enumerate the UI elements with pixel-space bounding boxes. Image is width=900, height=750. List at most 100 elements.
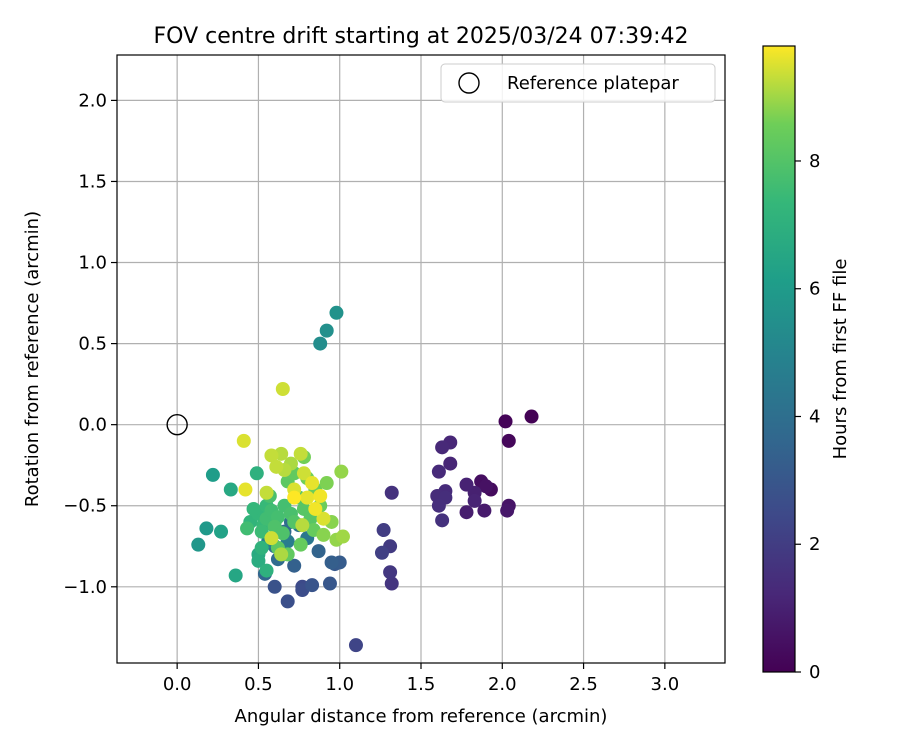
data-point — [191, 537, 206, 552]
x-tick-label: 0.5 — [244, 674, 273, 695]
data-point — [324, 555, 339, 570]
data-point — [316, 511, 331, 526]
colorbar-tick-label: 4 — [809, 406, 820, 427]
legend-marker-icon — [458, 72, 480, 94]
data-point — [300, 490, 315, 505]
data-point — [228, 568, 243, 583]
x-tick-label: 2.0 — [488, 674, 517, 695]
colorbar-ticks: 0 2 4 6 8 — [795, 151, 820, 683]
y-axis-ticks: −1.0 −0.5 0.0 0.5 1.0 1.5 2.0 — [63, 90, 117, 598]
y-tick-label: −1.0 — [63, 577, 107, 598]
data-point — [384, 485, 399, 500]
data-point — [293, 446, 308, 461]
data-point — [287, 558, 302, 573]
data-point — [477, 503, 492, 518]
legend-box — [440, 63, 716, 103]
data-point — [308, 501, 323, 516]
x-tick-label: 0.0 — [163, 674, 192, 695]
data-point — [238, 482, 253, 497]
reference-point-marker — [166, 413, 188, 436]
data-point — [246, 501, 261, 516]
data-point — [293, 537, 308, 552]
data-point — [275, 526, 290, 541]
data-point — [275, 381, 290, 396]
data-point — [435, 513, 450, 528]
data-point — [295, 518, 310, 533]
x-tick-label: 2.5 — [569, 674, 598, 695]
data-point — [313, 336, 328, 351]
data-point — [223, 482, 238, 497]
x-tick-label: 1.0 — [325, 674, 354, 695]
grid — [117, 55, 725, 663]
x-axis-label: Angular distance from reference (arcmin) — [235, 706, 608, 727]
colorbar-tick-label: 8 — [809, 151, 820, 172]
data-point — [305, 476, 320, 491]
y-axis-label: Rotation from reference (arcmin) — [22, 211, 43, 507]
data-point — [467, 493, 482, 508]
data-point — [264, 531, 279, 546]
y-tick-label: 1.5 — [78, 171, 107, 192]
chart-title: FOV centre drift starting at 2025/03/24 … — [154, 24, 689, 49]
x-tick-label: 3.0 — [651, 674, 680, 695]
colorbar: 0 2 4 6 8 Hours from first FF file — [762, 45, 851, 683]
data-point — [500, 503, 515, 518]
y-tick-label: 1.0 — [78, 253, 107, 274]
data-point — [348, 638, 363, 653]
data-point — [524, 409, 539, 424]
data-point — [264, 448, 279, 463]
colorbar-tick-label: 0 — [809, 662, 820, 683]
data-point — [431, 498, 446, 513]
y-tick-label: 0.5 — [78, 334, 107, 355]
data-point — [376, 523, 391, 538]
data-point — [435, 440, 450, 455]
data-point — [431, 464, 446, 479]
data-point — [249, 466, 264, 481]
data-point — [459, 477, 474, 492]
data-point — [443, 456, 458, 471]
colorbar-tick-label: 2 — [809, 534, 820, 555]
data-point — [322, 576, 337, 591]
data-point — [287, 490, 302, 505]
legend: Reference platepar — [440, 63, 716, 103]
data-points — [166, 305, 539, 653]
data-point — [383, 565, 398, 580]
data-point — [319, 323, 334, 338]
y-tick-label: 0.0 — [78, 415, 107, 436]
data-point — [305, 578, 320, 593]
colorbar-label: Hours from first FF file — [830, 259, 851, 460]
data-point — [501, 433, 516, 448]
data-point — [280, 594, 295, 609]
data-point — [479, 479, 494, 494]
data-point — [319, 476, 334, 491]
data-point — [274, 547, 289, 562]
data-point — [316, 527, 331, 542]
data-point — [254, 540, 269, 555]
y-tick-label: −0.5 — [63, 496, 107, 517]
data-point — [313, 489, 328, 504]
data-point — [384, 576, 399, 591]
data-point — [259, 485, 274, 500]
data-point — [269, 459, 284, 474]
data-point — [311, 544, 326, 559]
data-point — [240, 521, 255, 536]
colorbar-gradient — [762, 45, 796, 673]
data-point — [214, 524, 229, 539]
y-tick-label: 2.0 — [78, 90, 107, 111]
data-point — [251, 553, 266, 568]
data-point — [259, 563, 274, 578]
x-tick-label: 1.5 — [407, 674, 436, 695]
data-point — [267, 579, 282, 594]
data-point — [236, 433, 251, 448]
data-point — [329, 305, 344, 320]
x-axis-ticks: 0.0 0.5 1.0 1.5 2.0 2.5 3.0 — [163, 663, 679, 695]
colorbar-tick-label: 6 — [809, 279, 820, 300]
data-point — [374, 545, 389, 560]
data-point — [335, 529, 350, 544]
data-point — [199, 521, 214, 536]
data-point — [498, 414, 513, 429]
data-point — [334, 464, 349, 479]
legend-entry-label: Reference platepar — [507, 73, 679, 94]
data-point — [205, 467, 220, 482]
data-point — [296, 466, 311, 481]
